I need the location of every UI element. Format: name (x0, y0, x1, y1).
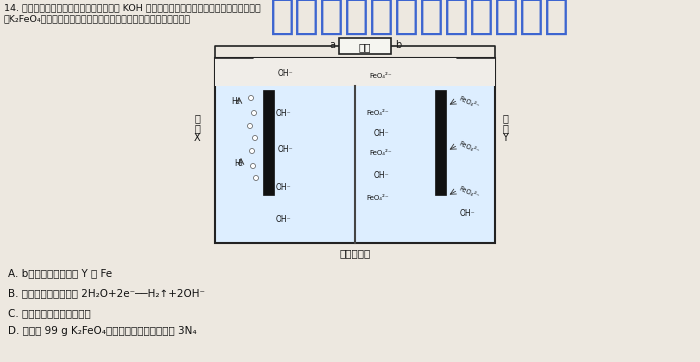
Text: 微信公众号关注，超找答案: 微信公众号关注，超找答案 (270, 0, 570, 37)
Text: FeO₄²⁻: FeO₄²⁻ (458, 96, 480, 110)
Bar (215, 58, 495, 86)
Text: OH⁻: OH⁻ (373, 130, 389, 139)
Text: B. 阴极的电极反应式为 2H₂O+2e⁻──H₂↑+2OH⁻: B. 阴极的电极反应式为 2H₂O+2e⁻──H₂↑+2OH⁻ (8, 288, 205, 298)
Text: OH⁻: OH⁻ (373, 172, 389, 181)
Bar (339, 38, 391, 54)
Circle shape (251, 164, 256, 168)
Circle shape (251, 110, 256, 115)
Text: FeO₄²⁻: FeO₄²⁻ (367, 110, 389, 116)
Text: 极: 极 (502, 123, 508, 133)
Text: OH⁻: OH⁻ (275, 184, 290, 193)
Text: H₂: H₂ (234, 159, 244, 168)
Text: H₂: H₂ (232, 97, 240, 105)
Text: 离子交换膜: 离子交换膜 (340, 248, 370, 258)
Text: 电源: 电源 (358, 42, 371, 52)
Text: OH⁻: OH⁻ (275, 215, 290, 224)
Text: 电: 电 (502, 113, 508, 123)
Circle shape (253, 176, 258, 181)
Text: FeO₄²⁻: FeO₄²⁻ (458, 141, 480, 155)
Text: a: a (329, 40, 335, 50)
Bar (435, 90, 446, 195)
Text: FeO₄²⁻: FeO₄²⁻ (370, 150, 392, 156)
Circle shape (249, 148, 255, 153)
Text: D. 若得到 99 g K₂FeO₄，则电路中转移电子数为 3N₄: D. 若得到 99 g K₂FeO₄，则电路中转移电子数为 3N₄ (8, 326, 197, 336)
Text: OH⁻: OH⁻ (459, 209, 475, 218)
Text: X: X (194, 133, 200, 143)
Circle shape (253, 135, 258, 140)
Bar (215, 58, 495, 243)
Text: 14. 某学习小组以铁、碳作为电极材料，用 KOH 溶液作为电解液，通过如下装置制备高铁酸锂: 14. 某学习小组以铁、碳作为电极材料，用 KOH 溶液作为电解液，通过如下装置… (4, 3, 260, 12)
Text: FeO₄²⁻: FeO₄²⁻ (370, 73, 392, 79)
Text: 极: 极 (194, 123, 200, 133)
Text: OH⁻: OH⁻ (277, 146, 293, 155)
Text: b: b (395, 40, 401, 50)
Circle shape (248, 96, 253, 101)
Text: A. b为电源正极，电极 Y 为 Fe: A. b为电源正极，电极 Y 为 Fe (8, 268, 112, 278)
Text: 电: 电 (194, 113, 200, 123)
Text: Y: Y (502, 133, 508, 143)
Circle shape (248, 123, 253, 129)
Text: （K₂FeO₄），已知在某电极还会发生析氧副反应，下列说法正确的是: （K₂FeO₄），已知在某电极还会发生析氧副反应，下列说法正确的是 (4, 14, 191, 23)
Text: OH⁻: OH⁻ (275, 109, 290, 118)
Bar (263, 90, 274, 195)
Text: FeO₄²⁻: FeO₄²⁻ (367, 195, 389, 201)
Text: OH⁻: OH⁻ (277, 70, 293, 79)
Text: C. 装置中采用阳离子交换膜: C. 装置中采用阳离子交换膜 (8, 308, 91, 318)
Text: FeO₄²⁻: FeO₄²⁻ (458, 186, 480, 200)
